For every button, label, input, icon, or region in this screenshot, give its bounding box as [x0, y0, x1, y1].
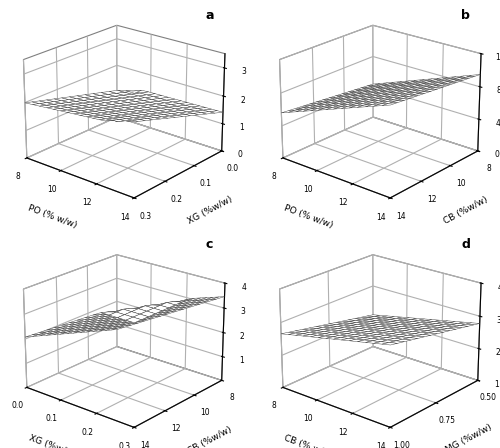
X-axis label: PO (% w/w): PO (% w/w): [27, 203, 78, 230]
Y-axis label: DMG (%w/w): DMG (%w/w): [438, 422, 494, 448]
X-axis label: PO (% w/w): PO (% w/w): [283, 203, 335, 230]
Y-axis label: XG (%w/w): XG (%w/w): [186, 195, 234, 226]
Text: c: c: [206, 238, 213, 251]
X-axis label: CB (% w/w): CB (% w/w): [283, 433, 335, 448]
Y-axis label: CB (%w/w): CB (%w/w): [442, 195, 490, 226]
Text: a: a: [205, 9, 214, 22]
Text: d: d: [461, 238, 470, 251]
Y-axis label: CB (%w/w): CB (%w/w): [186, 425, 234, 448]
X-axis label: XG (%w/w): XG (%w/w): [28, 434, 78, 448]
Text: b: b: [461, 9, 470, 22]
